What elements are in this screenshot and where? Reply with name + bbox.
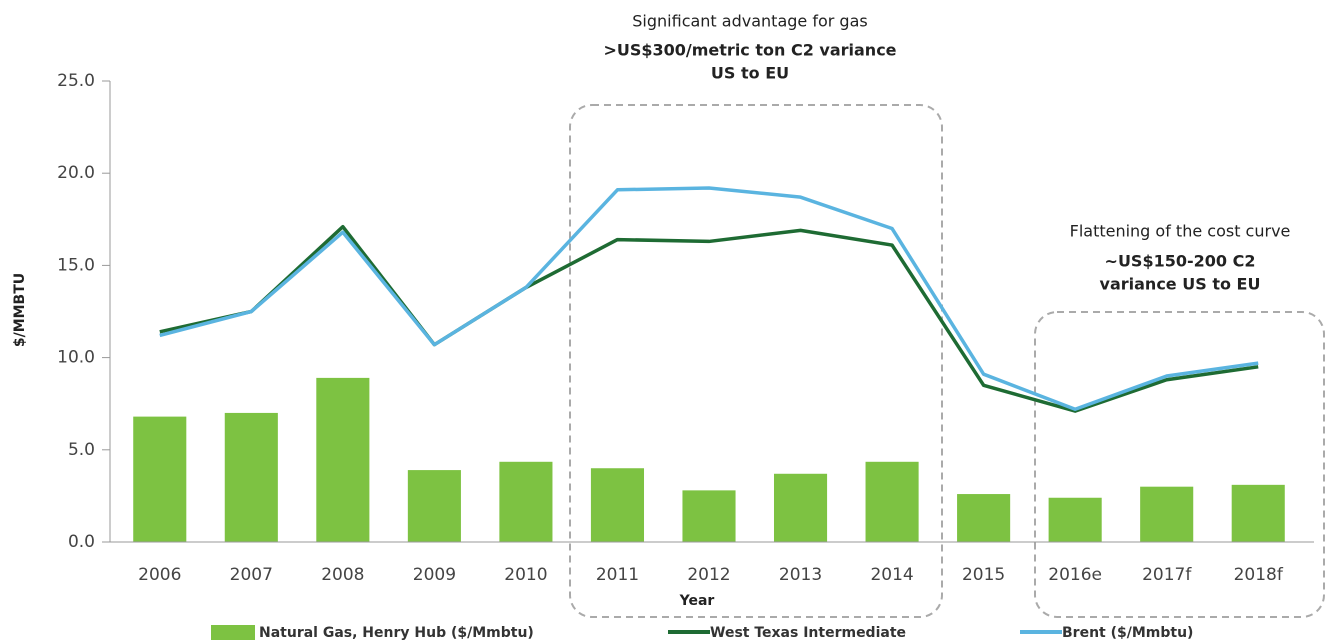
x-tick-label: 2016e	[1048, 565, 1102, 585]
y-tick-label: 10.0	[57, 348, 95, 368]
y-tick-label: 25.0	[57, 71, 95, 91]
x-tick-label: 2013	[779, 565, 822, 585]
line	[159, 186, 1259, 411]
y-axis-label: $/MMBTU	[12, 273, 28, 347]
x-tick-label: 2014	[870, 565, 913, 585]
annotation: US to EU	[711, 64, 789, 83]
bar	[133, 416, 187, 542]
legend-label: Natural Gas, Henry Hub ($/Mmbtu)	[259, 625, 534, 641]
x-tick-label: 2010	[504, 565, 547, 585]
annotation: ~US$150-200 C2	[1105, 252, 1256, 271]
annotation: variance US to EU	[1100, 275, 1261, 294]
y-tick-label: 0.0	[68, 532, 95, 552]
x-tick-label: 2007	[230, 565, 273, 585]
legend-label: West Texas Intermediate	[710, 625, 906, 641]
bar	[865, 461, 919, 542]
legend-label: Brent ($/Mmbtu)	[1062, 625, 1193, 641]
line	[159, 224, 1259, 413]
annotation: Flattening of the cost curve	[1070, 222, 1291, 241]
bar	[1048, 497, 1102, 542]
bar	[407, 470, 461, 542]
x-tick-label: 2018f	[1234, 565, 1284, 585]
y-tick-label: 20.0	[57, 163, 95, 183]
bar	[224, 412, 278, 542]
x-axis-label: Year	[679, 593, 715, 609]
annotation: Significant advantage for gas	[632, 12, 867, 31]
bar	[499, 461, 553, 542]
bar	[590, 468, 645, 542]
bar	[1140, 486, 1194, 542]
x-tick-label: 2017f	[1142, 565, 1192, 585]
x-tick-label: 2011	[596, 565, 639, 585]
y-tick-label: 5.0	[68, 440, 95, 460]
bar	[957, 494, 1011, 542]
x-tick-label: 2006	[138, 565, 181, 585]
bar	[316, 377, 370, 542]
bar	[1231, 484, 1285, 542]
highlight-box	[1034, 311, 1325, 618]
bar	[682, 490, 736, 542]
bar	[773, 473, 828, 542]
y-tick-label: 15.0	[57, 255, 95, 275]
annotation: >US$300/metric ton C2 variance	[603, 41, 896, 60]
legend-swatch	[211, 625, 255, 640]
x-tick-label: 2012	[687, 565, 730, 585]
x-tick-label: 2009	[413, 565, 456, 585]
x-tick-label: 2008	[321, 565, 364, 585]
x-tick-label: 2015	[962, 565, 1005, 585]
